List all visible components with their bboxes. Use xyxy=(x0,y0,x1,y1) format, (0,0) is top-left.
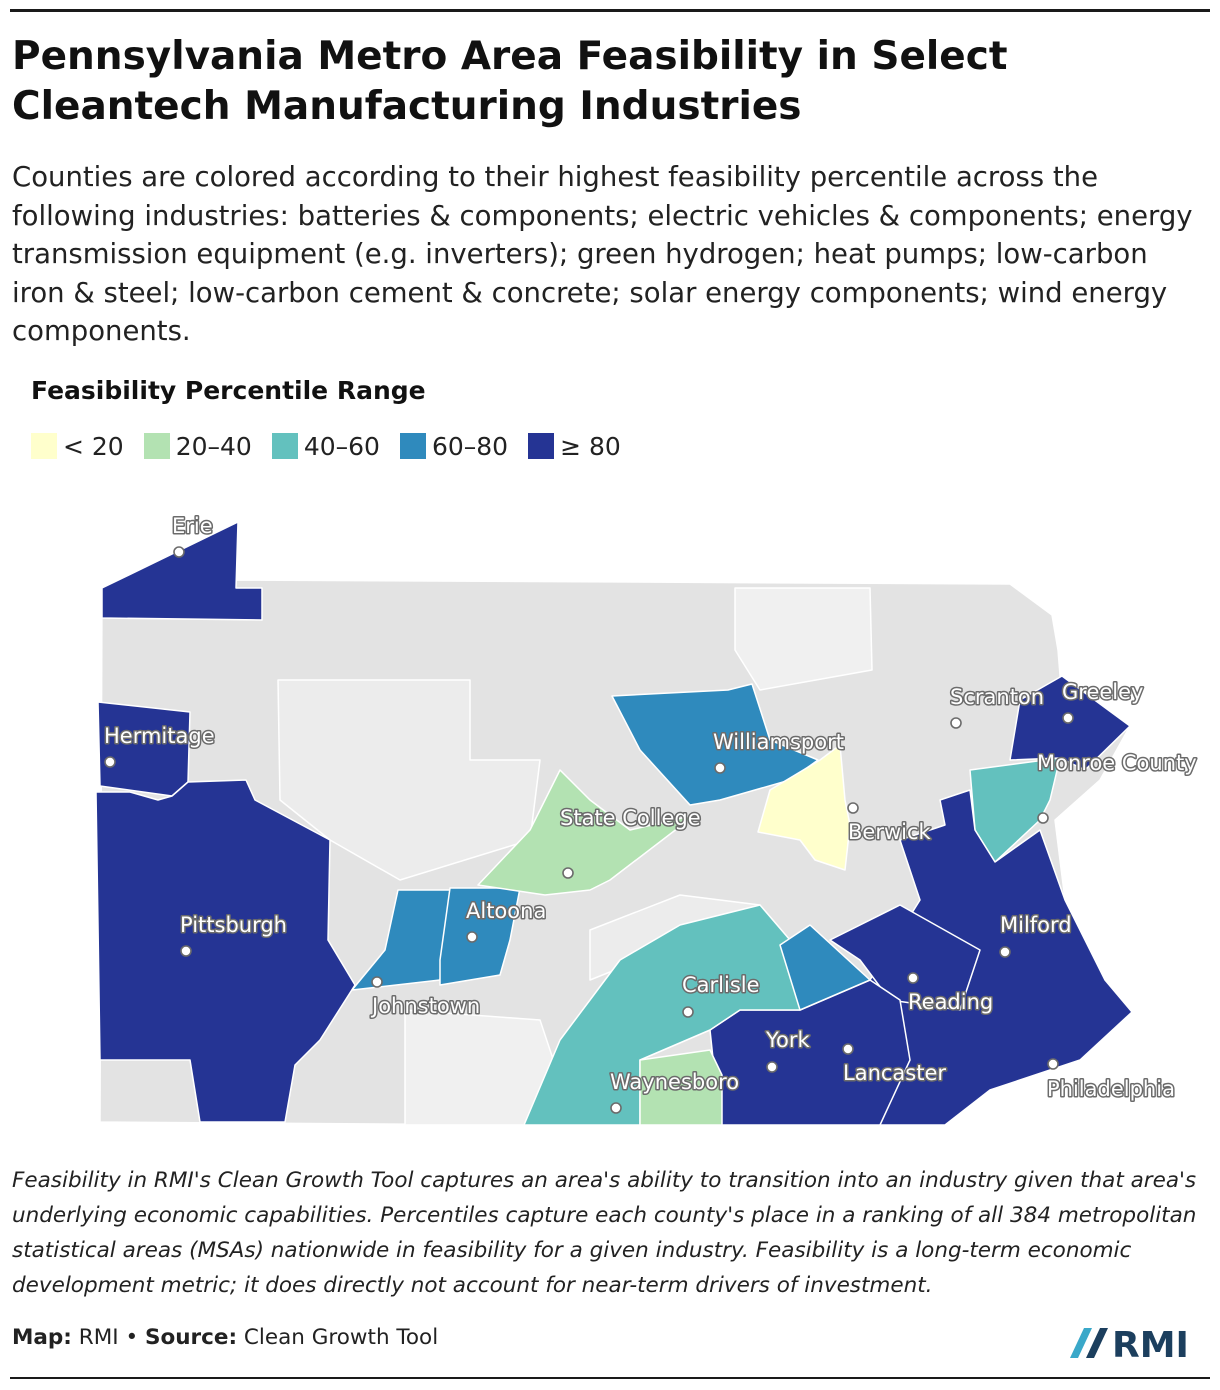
legend-item-20-40: 20–40 xyxy=(143,431,252,461)
chart-subtitle: Counties are colored according to their … xyxy=(12,161,1193,347)
city-dot xyxy=(842,1043,854,1055)
legend-swatch xyxy=(528,433,555,459)
city-scranton: Scranton xyxy=(949,684,1046,729)
city-label: Waynesboro xyxy=(610,1070,739,1094)
city-label: Monroe County xyxy=(1037,751,1197,775)
pittsburgh-msa xyxy=(95,779,356,1123)
city-label: York xyxy=(765,1028,811,1052)
city-label: Milford xyxy=(1000,913,1072,937)
legend-item-lt20: < 20 xyxy=(31,432,124,461)
reading-county xyxy=(829,904,981,1011)
city-dot xyxy=(950,717,962,729)
city-philadelphia: Philadelphia xyxy=(1046,1058,1176,1103)
source-label: Source: xyxy=(144,1325,238,1350)
city-carlisle: Carlisle xyxy=(681,972,761,1018)
legend-title: Feasibility Percentile Range xyxy=(31,376,426,405)
hermitage-county xyxy=(97,701,191,797)
city-waynesboro: Waynesboro xyxy=(609,1069,741,1114)
chart-title: Pennsylvania Metro Area Feasibility in S… xyxy=(12,34,1008,129)
logo-mark-right xyxy=(1086,1328,1108,1358)
city-dot xyxy=(907,972,919,984)
rmi-logo: RMI xyxy=(1070,1325,1189,1362)
city-label: State College xyxy=(560,806,701,830)
legend-label: 60–80 xyxy=(431,431,509,461)
county-shade xyxy=(734,587,873,691)
city-label: Lancaster xyxy=(843,1061,946,1085)
carlisle-region xyxy=(523,904,801,1126)
johnstown-county xyxy=(351,889,451,991)
city-berwick: Berwick xyxy=(847,802,933,846)
city-dot xyxy=(766,1061,778,1073)
city-label: Erie xyxy=(172,514,213,538)
city-dot xyxy=(847,802,859,814)
pennsylvania-map: Erie Hermitage Pittsburgh Johnstown Alto… xyxy=(95,513,1198,1126)
source-value: Clean Growth Tool xyxy=(243,1325,439,1350)
city-greeley: Greeley xyxy=(1061,679,1145,724)
bottom-rule xyxy=(10,1377,1210,1379)
waynesboro-county xyxy=(639,1049,723,1126)
city-dot xyxy=(682,1006,694,1018)
state-college-county xyxy=(477,769,696,896)
legend: < 20 20–40 40–60 60–80 ≥ 80 xyxy=(31,429,641,463)
legend-swatch xyxy=(271,433,298,459)
city-label: Altoona xyxy=(466,899,546,923)
legend-label: < 20 xyxy=(63,431,124,461)
footnote: Feasibility in RMI's Clean Growth Tool c… xyxy=(12,1168,1197,1298)
city-reading: Reading xyxy=(907,972,995,1016)
logo-mark-left xyxy=(1070,1328,1092,1358)
city-milford: Milford xyxy=(999,912,1073,958)
legend-item-40-60: 40–60 xyxy=(271,431,380,461)
legend-item-gte80: ≥ 80 xyxy=(528,432,621,461)
city-label: Williamsport xyxy=(713,730,844,754)
city-label: Reading xyxy=(908,990,993,1014)
legend-swatch xyxy=(399,433,426,459)
city-dot xyxy=(714,762,726,774)
city-label: Carlisle xyxy=(682,973,760,997)
city-state-college: State College xyxy=(559,805,702,879)
legend-swatch xyxy=(31,433,57,459)
map-credit-label: Map: xyxy=(12,1325,72,1350)
city-monroe-county: Monroe County xyxy=(1036,750,1198,824)
city-label: Hermitage xyxy=(104,724,215,748)
city-lancaster: Lancaster xyxy=(842,1043,948,1087)
city-label: Berwick xyxy=(848,820,932,844)
city-label: Greeley xyxy=(1062,680,1143,704)
city-dot xyxy=(466,931,478,943)
credit-separator: • xyxy=(125,1325,139,1350)
legend-item-60-80: 60–80 xyxy=(399,431,509,461)
legend-label: ≥ 80 xyxy=(560,431,621,461)
city-pittsburgh: Pittsburgh xyxy=(179,912,289,957)
city-dot xyxy=(1047,1058,1059,1070)
city-dot xyxy=(104,756,116,768)
city-johnstown: Johnstown xyxy=(369,976,482,1020)
erie-county xyxy=(101,521,263,621)
city-dot xyxy=(562,867,574,879)
city-dot xyxy=(610,1102,622,1114)
city-dot xyxy=(1037,812,1049,824)
city-york: York xyxy=(764,1027,812,1073)
city-williamsport: Williamsport xyxy=(712,729,845,774)
city-dot xyxy=(371,976,383,988)
city-label: Philadelphia xyxy=(1047,1077,1175,1101)
legend-label: 20–40 xyxy=(175,431,252,461)
city-label: Pittsburgh xyxy=(180,913,287,937)
city-hermitage: Hermitage xyxy=(103,723,216,768)
credit-line: Map: RMI • Source: Clean Growth Tool xyxy=(12,1323,438,1353)
city-label: Scranton xyxy=(950,685,1044,709)
city-dot xyxy=(999,946,1011,958)
city-label: Johnstown xyxy=(370,994,480,1018)
legend-label: 40–60 xyxy=(303,431,380,461)
city-dot xyxy=(173,546,185,558)
city-erie: Erie xyxy=(171,513,214,558)
harrisburg-county xyxy=(779,924,871,1011)
city-altoona: Altoona xyxy=(465,898,548,943)
top-rule xyxy=(10,9,1210,12)
city-dot xyxy=(180,945,192,957)
legend-swatch xyxy=(143,433,170,459)
berwick-county xyxy=(757,744,851,871)
logo-text: RMI xyxy=(1112,1325,1189,1362)
map-credit-value: RMI xyxy=(78,1325,119,1350)
city-dot xyxy=(1062,712,1074,724)
